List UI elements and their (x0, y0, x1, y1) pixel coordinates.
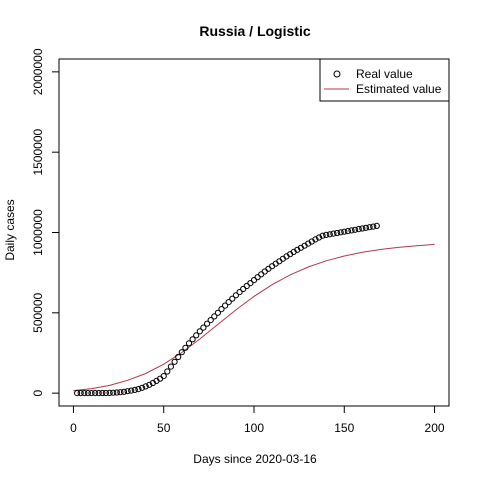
real-value-point (214, 309, 221, 316)
real-value-point (265, 265, 272, 272)
real-value-point (204, 320, 211, 327)
x-tick-label: 200 (425, 421, 445, 435)
plot-frame (58, 58, 450, 407)
real-value-point (225, 299, 232, 306)
real-value-point (236, 289, 243, 296)
real-value-point (185, 340, 193, 347)
real-value-point (254, 274, 261, 281)
real-value-point (110, 389, 117, 396)
real-value-point (315, 234, 323, 241)
estimated-series (73, 243, 435, 392)
legend-estimated-label: Estimated value (356, 82, 442, 96)
real-value-point (232, 292, 239, 299)
real-value-point (135, 386, 142, 393)
real-value-point (200, 324, 207, 331)
real-value-point (243, 282, 250, 290)
real-value-point (160, 373, 167, 380)
real-value-point (182, 344, 189, 351)
chart-title: Russia / Logistic (199, 23, 310, 39)
real-value-point (323, 231, 330, 238)
real-value-point (106, 389, 113, 396)
real-value-point (120, 388, 128, 395)
real-value-point (348, 227, 355, 234)
real-value-point (359, 225, 366, 232)
legend-box (319, 58, 450, 102)
legend-real-marker (333, 70, 341, 78)
real-value-point (341, 228, 348, 235)
y-tick-label: 1500000 (31, 128, 45, 175)
real-value-point (355, 226, 362, 233)
real-value-point (222, 302, 229, 309)
real-value-point (258, 271, 265, 278)
real-value-point (218, 306, 225, 313)
real-value-point (167, 363, 174, 370)
real-value-point (229, 295, 236, 302)
real-value-point (352, 226, 359, 233)
real-value-point (74, 390, 81, 397)
real-value-point (261, 268, 268, 275)
x-tick-label: 0 (70, 421, 77, 435)
real-value-point (131, 386, 138, 393)
real-value-point (77, 390, 84, 397)
real-series (74, 222, 380, 397)
real-value-point (312, 236, 319, 243)
real-value-point (189, 336, 196, 343)
real-value-point (117, 389, 124, 396)
real-value-point (207, 317, 214, 324)
real-value-point (146, 381, 153, 388)
real-value-point (113, 389, 120, 396)
y-tick-label: 0 (31, 389, 45, 396)
real-value-point (142, 383, 149, 390)
real-value-point (84, 390, 92, 397)
y-axis: 0 500000 1000000 1500000 2000000 (31, 48, 60, 396)
real-value-point (124, 388, 131, 395)
x-tick-label: 100 (244, 421, 264, 435)
real-value-point (139, 384, 146, 391)
real-value-point (330, 230, 337, 237)
real-value-point (250, 277, 258, 284)
real-value-point (370, 223, 377, 230)
real-value-point (128, 387, 135, 394)
y-tick-label: 1000000 (31, 209, 45, 256)
estimated-value-line (73, 243, 435, 392)
real-value-point (102, 389, 110, 397)
x-tick-label: 50 (157, 421, 171, 435)
real-value-point (326, 231, 333, 238)
legend-real-label: Real value (356, 67, 413, 81)
real-value-point (81, 390, 88, 397)
y-axis-label: Daily cases (3, 199, 17, 260)
real-value-point (366, 224, 373, 231)
legend: Real value Estimated value (319, 58, 450, 102)
x-tick-label: 150 (334, 421, 354, 435)
real-value-point (92, 390, 99, 397)
real-value-point (211, 313, 218, 320)
real-value-point (196, 328, 203, 335)
real-value-point (88, 390, 95, 397)
real-value-point (334, 229, 341, 237)
real-value-point (247, 280, 254, 287)
real-value-point (164, 368, 171, 375)
y-tick-label: 2000000 (31, 48, 45, 95)
real-value-point (178, 349, 185, 356)
real-value-point (344, 228, 351, 235)
real-value-point (373, 222, 380, 229)
real-value-point (337, 229, 344, 236)
real-value-point (95, 390, 102, 397)
real-value-point (319, 232, 326, 239)
real-value-point (362, 224, 369, 231)
real-value-point (193, 332, 200, 339)
real-value-point (99, 389, 106, 397)
y-tick-label: 500000 (31, 292, 45, 332)
real-value-point (240, 285, 247, 293)
real-value-point (175, 353, 182, 361)
x-axis-label: Days since 2020-03-16 (193, 452, 317, 466)
x-axis: 0 50 100 150 200 (70, 405, 445, 435)
real-value-point (171, 358, 178, 365)
